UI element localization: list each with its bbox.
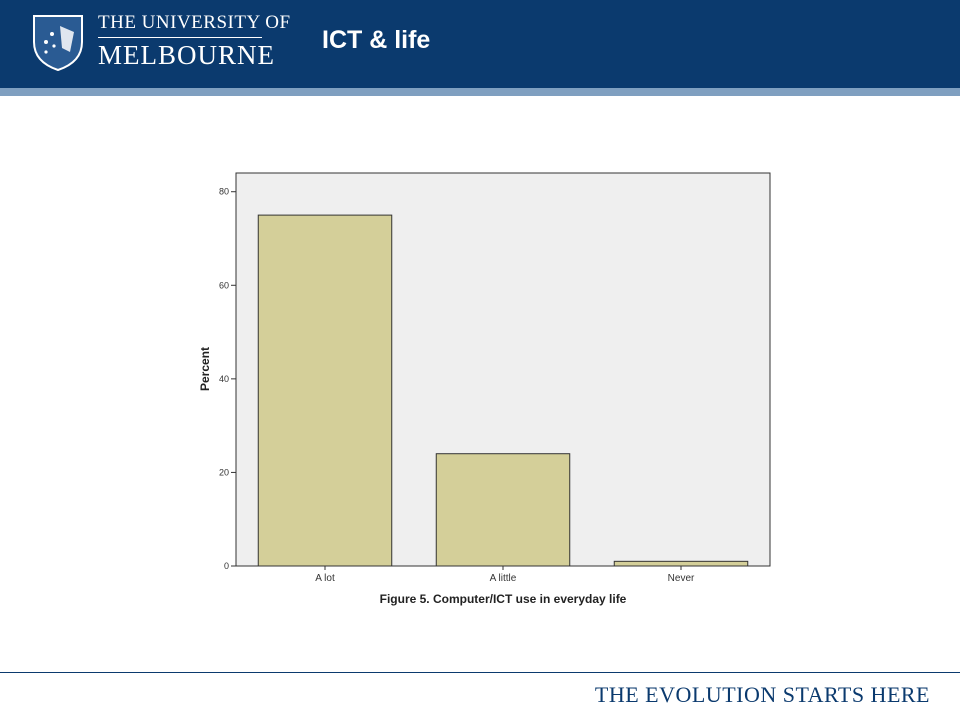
footer-tagline: THE EVOLUTION STARTS HERE	[594, 682, 930, 707]
bars	[257, 214, 749, 567]
y-tick-label: 40	[219, 374, 229, 384]
university-name-line1: THE UNIVERSITY OF	[98, 12, 291, 33]
slide-title: ICT & life	[322, 26, 431, 54]
x-tick-label: Never	[668, 573, 695, 584]
bar-a-little	[435, 453, 571, 567]
header-bar: THE UNIVERSITY OF MELBOURNE ICT & life	[0, 0, 960, 88]
bar-chart: 0 20 40 60 80 A lot A little Never Percent Fig…	[198, 172, 771, 606]
university-crest-icon	[33, 15, 83, 72]
y-tick-label: 0	[224, 561, 229, 571]
header-accent-rule	[0, 88, 960, 96]
x-axis-labels: A lot A little Never	[315, 566, 695, 584]
y-tick-label: 60	[219, 280, 229, 290]
x-tick-label: A little	[490, 573, 517, 584]
university-name-line2: MELBOURNE	[98, 40, 275, 70]
y-tick-label: 80	[219, 187, 229, 197]
footer-rule	[0, 672, 960, 673]
x-tick-label: A lot	[315, 573, 335, 584]
logo-divider	[98, 37, 262, 38]
bar-never	[613, 560, 749, 567]
y-axis-label: Percent	[198, 347, 212, 391]
chart-caption: Figure 5. Computer/ICT use in everyday l…	[380, 592, 627, 606]
y-tick-label: 20	[219, 467, 229, 477]
y-axis-ticks: 0 20 40 60 80	[219, 187, 236, 571]
bar-a-lot	[257, 214, 393, 567]
